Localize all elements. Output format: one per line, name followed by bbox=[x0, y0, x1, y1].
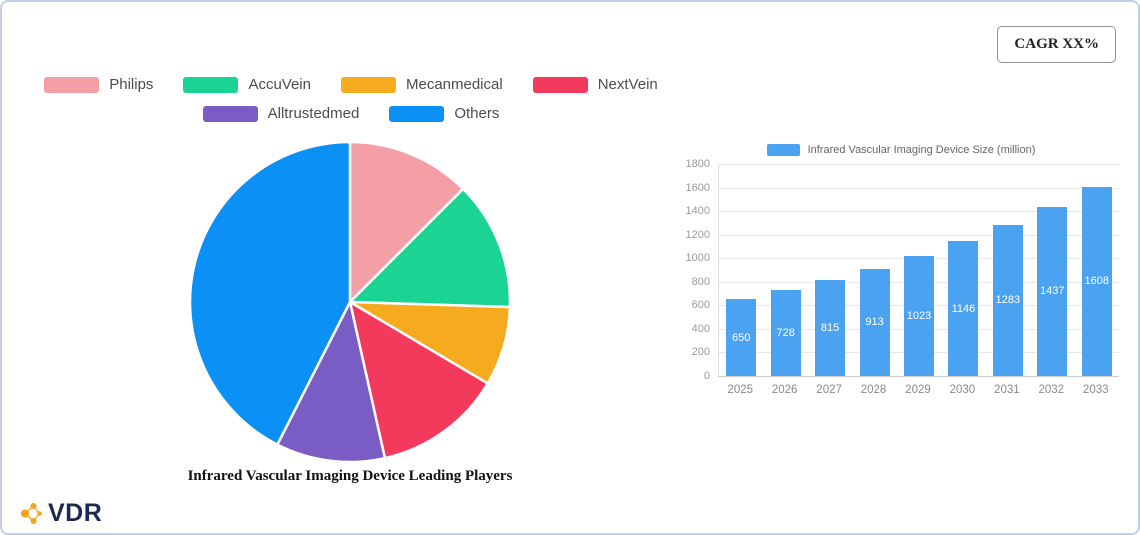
x-tick-label: 2029 bbox=[905, 384, 931, 396]
bar-column: 1023 bbox=[897, 164, 941, 376]
logo-molecule-icon bbox=[21, 503, 42, 524]
x-tick-label: 2027 bbox=[816, 384, 842, 396]
legend-item-mecanmedical[interactable]: Mecanmedical bbox=[340, 76, 503, 93]
bar-column: 1146 bbox=[941, 164, 985, 376]
bar-column: 650 bbox=[719, 164, 763, 376]
y-tick-label: 1400 bbox=[685, 205, 710, 218]
bar-value-label: 1146 bbox=[951, 302, 976, 315]
pie-slice-accuvein[interactable] bbox=[348, 187, 512, 309]
bar-2031[interactable]: 1283 bbox=[992, 224, 1023, 376]
legend-item-alltrustedmed[interactable]: Alltrustedmed bbox=[202, 105, 360, 122]
y-tick-label: 0 bbox=[703, 370, 710, 382]
y-tick-label: 800 bbox=[691, 275, 710, 288]
bar-value-label: 650 bbox=[732, 331, 751, 344]
logo-text: VDR bbox=[48, 499, 103, 527]
y-tick-label: 600 bbox=[691, 299, 710, 312]
legend-label: AccuVein bbox=[248, 76, 311, 93]
bar-column: 1437 bbox=[1030, 164, 1074, 376]
pie-slice-alltrustedmed[interactable] bbox=[276, 300, 387, 464]
cagr-badge: CAGR XX% bbox=[997, 26, 1116, 63]
bar-value-label: 1023 bbox=[906, 309, 932, 322]
gridline bbox=[719, 164, 1119, 165]
vdr-logo[interactable]: VDR bbox=[18, 499, 102, 528]
bar-value-label: 913 bbox=[865, 316, 884, 329]
bar-value-label: 1437 bbox=[1040, 285, 1065, 298]
cagr-label: CAGR XX% bbox=[1014, 36, 1099, 52]
legend-label: Philips bbox=[109, 76, 154, 93]
bar-value-label: 728 bbox=[776, 327, 795, 340]
bar-value-label: 1283 bbox=[995, 294, 1021, 307]
bar-chart-section: Infrared Vascular Imaging Device Size (m… bbox=[678, 144, 1124, 396]
legend-item-nextvein[interactable]: NextVein bbox=[532, 76, 658, 93]
legend-swatch bbox=[532, 76, 588, 93]
bar-2026[interactable]: 728 bbox=[770, 290, 801, 376]
legend-label: Others bbox=[454, 105, 500, 122]
y-tick-label: 1200 bbox=[685, 228, 710, 241]
pie-title: Infrared Vascular Imaging Device Leading… bbox=[187, 468, 513, 484]
legend-swatch bbox=[340, 76, 396, 93]
pie-chart bbox=[188, 140, 512, 464]
bar-value-label: 1608 bbox=[1084, 275, 1109, 288]
gridline bbox=[719, 234, 1119, 236]
bar-column: 1608 bbox=[1075, 164, 1119, 376]
bar-2027[interactable]: 815 bbox=[815, 280, 846, 376]
pie-legend: Philips AccuVein Mecanmedical NextVein Alltr… bbox=[20, 76, 682, 122]
bar-row: 650 728 815 913 1023 1146 1283 1437 1608 bbox=[719, 164, 1119, 376]
bar-plot-wrap: 0 200 400 600 800 1000 1200 1400 1600 1800 650 728… bbox=[678, 158, 1124, 382]
x-tick-label: 2033 bbox=[1082, 384, 1109, 396]
x-axis-labels: 2025 2026 2027 2028 2029 2030 2031 2032 2033 bbox=[718, 377, 1118, 396]
y-tick-label: 1000 bbox=[685, 252, 710, 265]
bar-2030[interactable]: 1146 bbox=[948, 241, 979, 376]
gridline bbox=[719, 211, 1119, 213]
x-tick-label: 2028 bbox=[860, 384, 887, 396]
bar-column: 913 bbox=[852, 164, 896, 376]
legend-item-accuvein[interactable]: AccuVein bbox=[183, 76, 311, 93]
legend-swatch bbox=[202, 105, 258, 122]
y-tick-label: 1800 bbox=[685, 158, 710, 170]
y-tick-label: 400 bbox=[691, 322, 710, 335]
x-tick-label: 2025 bbox=[727, 384, 754, 396]
x-tick-label: 2032 bbox=[1038, 384, 1065, 396]
legend-label: Mecanmedical bbox=[405, 76, 503, 93]
legend-swatch bbox=[389, 105, 445, 122]
legend-item-philips[interactable]: Philips bbox=[44, 76, 153, 93]
pie-slice-nextvein[interactable] bbox=[348, 300, 489, 460]
pie-slice-others[interactable] bbox=[188, 140, 352, 446]
bar-2028[interactable]: 913 bbox=[859, 268, 890, 376]
bar-legend[interactable]: Infrared Vascular Imaging Device Size (m… bbox=[678, 144, 1124, 156]
legend-label: NextVein bbox=[597, 76, 658, 93]
bar-plot: 650 728 815 913 1023 1146 1283 1437 1608 bbox=[718, 164, 1119, 377]
legend-swatch bbox=[183, 76, 239, 93]
y-axis-labels: 0 200 400 600 800 1000 1200 1400 1600 1800 bbox=[678, 158, 718, 382]
x-tick-label: 2030 bbox=[949, 384, 976, 396]
bar-2033[interactable]: 1608 bbox=[1081, 186, 1112, 376]
x-tick-label: 2031 bbox=[994, 384, 1020, 396]
bar-column: 815 bbox=[808, 164, 852, 376]
bar-2025[interactable]: 650 bbox=[726, 299, 757, 376]
bar-legend-swatch bbox=[766, 144, 800, 156]
x-tick-label: 2026 bbox=[771, 384, 798, 396]
bar-column: 1283 bbox=[986, 164, 1030, 376]
bar-value-label: 815 bbox=[820, 322, 840, 334]
bar-column: 728 bbox=[763, 164, 807, 376]
legend-swatch bbox=[44, 76, 100, 93]
legend-item-others[interactable]: Others bbox=[389, 105, 499, 122]
y-tick-label: 200 bbox=[691, 346, 710, 359]
gridline bbox=[719, 187, 1119, 189]
bar-legend-label: Infrared Vascular Imaging Device Size (m… bbox=[807, 144, 1036, 156]
bar-2032[interactable]: 1437 bbox=[1037, 206, 1068, 376]
bar-2029[interactable]: 1023 bbox=[903, 255, 934, 376]
pie-slice-philips[interactable] bbox=[348, 140, 465, 304]
legend-label: Alltrustedmed bbox=[267, 105, 360, 122]
y-tick-label: 1600 bbox=[685, 181, 710, 194]
